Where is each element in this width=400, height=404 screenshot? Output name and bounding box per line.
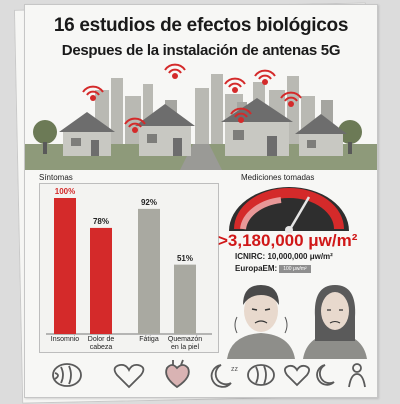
moon-sleep-icon xyxy=(316,364,335,386)
heart-icon xyxy=(113,363,145,389)
gauge-meter xyxy=(229,187,349,233)
heart-icon xyxy=(284,364,310,387)
symptom-icons-row: zz xyxy=(52,359,366,389)
infographic-page: 16 estudios de efectos biológicos Despue… xyxy=(24,4,378,398)
anatomical-heart-icon xyxy=(165,359,190,389)
europaem-value: 100 μw/m² xyxy=(279,264,311,273)
neighborhood-illustration xyxy=(25,63,377,170)
gauge-scale xyxy=(234,188,344,230)
moon-sleep-icon: zz xyxy=(210,364,239,388)
affected-people-illustration xyxy=(227,285,367,359)
gauge-highlight xyxy=(240,197,282,230)
data-label-1: 78% xyxy=(92,216,109,226)
bar-0 xyxy=(54,198,76,334)
gauge-needle xyxy=(287,196,311,232)
bar-1 xyxy=(90,227,112,334)
category-label-1: Dolor de cabeza xyxy=(87,336,115,351)
page-title: 16 estudios de efectos biológicos xyxy=(53,15,349,36)
man-icon xyxy=(227,285,295,359)
data-label-2: 92% xyxy=(140,197,157,207)
symptoms-label: Síntomas xyxy=(39,173,73,182)
svg-text:zz: zz xyxy=(231,366,239,373)
person-icon xyxy=(348,363,366,388)
data-label-0: 100% xyxy=(54,187,76,196)
data-label-3: 51% xyxy=(176,253,193,263)
gauge-pivot xyxy=(285,226,293,233)
europaem-reference: EuropaEM: 100 μw/m² xyxy=(235,264,311,273)
woman-icon xyxy=(303,285,367,359)
symptoms-chart: 100% Insomnio 78% Dolor de cabeza 92% Fátiga 5… xyxy=(39,183,219,353)
measured-value: >3,180,000 μw/m² xyxy=(218,231,358,250)
brain-icon xyxy=(52,363,82,387)
icnirc-reference: ICNIRC: 10,000,000 μw/m² xyxy=(235,252,333,261)
europaem-label: EuropaEM: xyxy=(235,264,278,273)
brain-icon xyxy=(247,364,275,386)
category-label-2: Fátiga xyxy=(139,336,159,343)
symptoms-chart-svg xyxy=(46,198,212,335)
category-label-3: Quemazón en la piel xyxy=(167,336,203,351)
bar-2 xyxy=(138,208,160,334)
bar-3 xyxy=(174,264,196,334)
page-subtitle: Despues de la instalación de antenas 5G xyxy=(61,42,341,59)
category-label-0: Insomnio xyxy=(50,336,80,343)
measurements-label: Mediciones tomadas xyxy=(241,173,315,182)
